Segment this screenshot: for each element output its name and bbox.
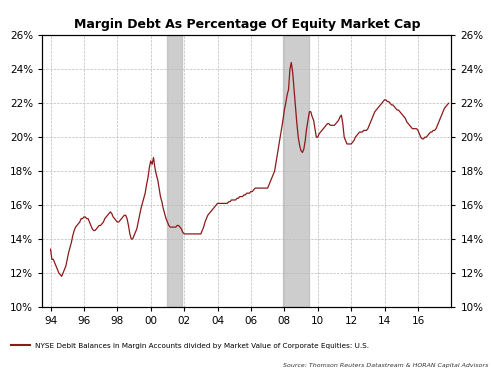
Title: Margin Debt As Percentage Of Equity Market Cap: Margin Debt As Percentage Of Equity Mark…: [73, 18, 420, 31]
Bar: [168, 35, 183, 307]
Text: Source: Thomson Reuters Datastream & HORAN Capital Advisors: Source: Thomson Reuters Datastream & HOR…: [283, 363, 489, 368]
Bar: [283, 35, 310, 307]
Legend: NYSE Debit Balances in Margin Accounts divided by Market Value of Corporate Equi: NYSE Debit Balances in Margin Accounts d…: [8, 340, 372, 352]
